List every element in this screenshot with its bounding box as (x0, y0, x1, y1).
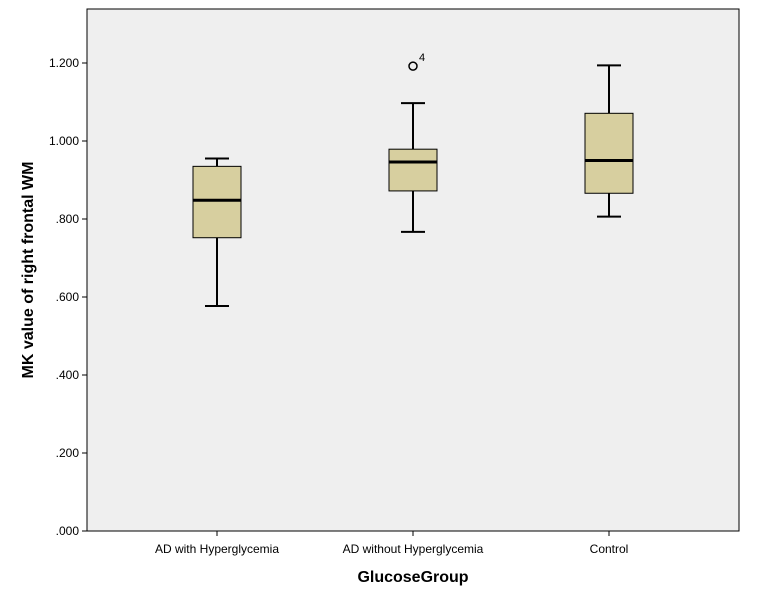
plot-area (86, 8, 740, 532)
y-tick-label: .600 (56, 290, 80, 304)
iqr-box (388, 148, 438, 192)
boxes: 4 (192, 52, 634, 307)
x-axis: AD with Hyperglycemia AD without Hypergly… (155, 531, 628, 556)
box-group (192, 157, 242, 307)
y-axis-title: MK value of right frontal WM (20, 162, 37, 379)
y-tick-label: 1.000 (49, 134, 79, 148)
x-axis-title: GlucoseGroup (357, 569, 468, 586)
x-tick-label: Control (590, 542, 629, 556)
outlier-point (408, 61, 418, 71)
y-tick-label: .800 (56, 212, 80, 226)
iqr-box (584, 112, 634, 194)
y-tick-label: .000 (56, 524, 80, 538)
y-tick-label: .400 (56, 368, 80, 382)
x-tick-label: AD with Hyperglycemia (155, 542, 279, 556)
box-group: 4 (388, 52, 438, 233)
y-axis: .000 .200 .400 .600 .800 1.000 1.200 (49, 56, 87, 538)
x-tick-label: AD without Hyperglycemia (343, 542, 484, 556)
y-tick-label: 1.200 (49, 56, 79, 70)
iqr-box (192, 165, 242, 239)
y-tick-label: .200 (56, 446, 80, 460)
box-group (584, 64, 634, 218)
outlier-label: 4 (419, 52, 425, 64)
